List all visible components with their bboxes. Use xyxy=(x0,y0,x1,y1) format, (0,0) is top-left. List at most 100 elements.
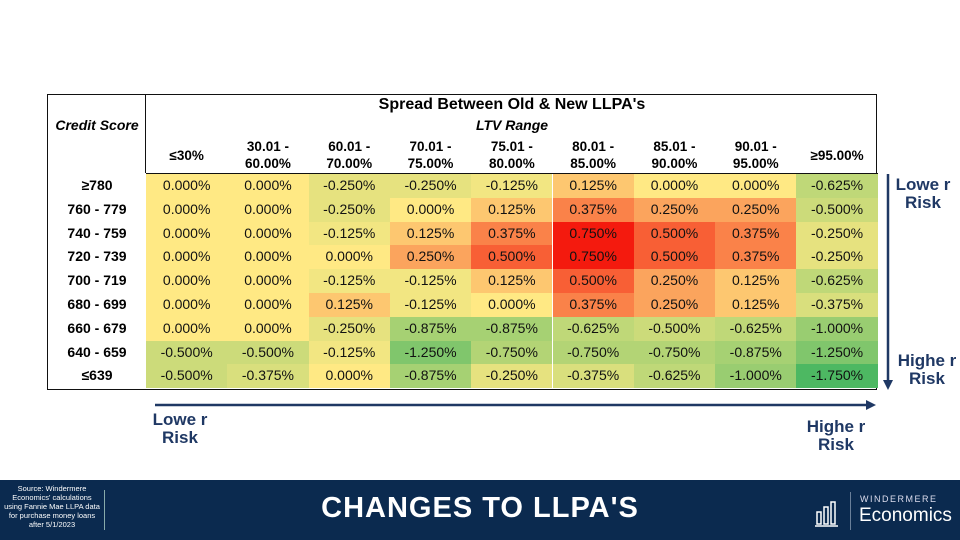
heatmap-cell: 0.000% xyxy=(146,221,228,246)
heatmap-cell: -0.625% xyxy=(796,174,878,198)
column-header: 70.01 -75.00% xyxy=(407,139,454,171)
heatmap-cell: -1.250% xyxy=(796,340,878,365)
footer-bar: Source: Windermere Economics' calculatio… xyxy=(0,480,960,540)
brand-top: WINDERMERE xyxy=(860,494,938,504)
heatmap-cell: 0.375% xyxy=(471,221,553,246)
heatmap-cell: 0.125% xyxy=(308,293,390,317)
heatmap-cell: -0.250% xyxy=(471,364,553,389)
heatmap-cell: 0.000% xyxy=(146,174,228,198)
heatmap-cell: -0.875% xyxy=(389,364,472,389)
horizontal-arrow-head xyxy=(866,400,876,410)
corner-cell xyxy=(48,95,146,173)
heatmap-cell: 0.000% xyxy=(227,245,309,270)
heatmap-cell: -0.875% xyxy=(715,340,797,365)
heatmap-cell: 0.000% xyxy=(389,197,472,222)
row-header: 760 - 779 xyxy=(67,200,127,217)
heatmap-cell: 0.250% xyxy=(633,293,716,317)
heatmap-cell: 0.375% xyxy=(715,221,797,246)
header-divider xyxy=(146,173,878,174)
column-header: 85.01 -90.00% xyxy=(651,139,698,171)
column-header: 90.01 -95.00% xyxy=(732,139,779,171)
chart-title: Spread Between Old & New LLPA's xyxy=(378,96,646,113)
heatmap-cell: 0.250% xyxy=(633,197,716,222)
heatmap-cell: -0.125% xyxy=(308,221,390,246)
lower-risk-label-vertical: Lowe r Risk xyxy=(895,175,951,212)
heatmap-cell: -0.375% xyxy=(552,364,634,389)
slide-title: CHANGES TO LLPA'S xyxy=(321,492,639,524)
heatmap-cell: -0.375% xyxy=(796,293,878,317)
heatmap-cell: 0.750% xyxy=(552,221,634,246)
column-header: 30.01 -60.00% xyxy=(245,139,291,171)
heatmap-cell: 0.000% xyxy=(227,174,309,198)
heatmap-cell: 0.250% xyxy=(633,269,716,293)
heatmap-cell: 0.000% xyxy=(146,197,228,222)
bar-chart-logo-icon xyxy=(815,501,838,527)
lower-risk-label-horizontal: Lowe r Risk xyxy=(152,410,208,447)
heatmap-cell: 0.500% xyxy=(633,221,716,246)
higher-risk-label-horizontal: Highe r Risk xyxy=(806,417,866,454)
heatmap-cell: 0.250% xyxy=(389,245,472,270)
heatmap-cell: -0.500% xyxy=(146,340,228,365)
source-note: Source: Windermere Economics' calculatio… xyxy=(4,484,100,529)
column-header: 75.01 -80.00% xyxy=(488,139,535,171)
higher-risk-label-vertical: Highe r Risk xyxy=(897,351,957,388)
heatmap-cell: -0.875% xyxy=(471,316,553,341)
column-header: ≤30% xyxy=(169,147,204,163)
heatmap-cell: -0.500% xyxy=(633,316,716,341)
risk-arrows xyxy=(155,174,893,410)
heatmap-cell: -0.500% xyxy=(796,197,878,222)
heatmap-cell: -0.750% xyxy=(633,340,716,365)
heatmap-cell: -0.125% xyxy=(308,269,390,293)
column-header: 80.01 -85.00% xyxy=(570,139,617,171)
heatmap-cell: -1.000% xyxy=(715,364,797,389)
heatmap-cell: 0.750% xyxy=(552,245,634,270)
heatmap-cell: 0.375% xyxy=(552,293,634,317)
heatmap-cell: 0.000% xyxy=(146,245,228,270)
row-header: 640 - 659 xyxy=(67,343,127,360)
row-header: 700 - 719 xyxy=(67,272,127,289)
brand-bottom: Economics xyxy=(859,505,952,526)
heatmap-cell: 0.375% xyxy=(715,245,797,270)
heatmap-cell: -1.000% xyxy=(796,316,878,341)
heatmap-cell: -0.250% xyxy=(796,245,878,270)
heatmap-cell: 0.000% xyxy=(227,293,309,317)
heatmap-cell: -0.250% xyxy=(308,316,390,341)
heatmap-cell: -1.750% xyxy=(796,364,878,389)
heatmap-cell: 0.000% xyxy=(308,364,390,389)
row-header: 720 - 739 xyxy=(67,248,127,265)
row-axis-label: Credit Score xyxy=(55,117,139,133)
heatmap-cell: 0.000% xyxy=(146,316,228,341)
heatmap-cell: -0.125% xyxy=(308,340,390,365)
heatmap-cell: -0.625% xyxy=(715,316,797,341)
heatmap-cell: 0.125% xyxy=(471,197,553,222)
heatmap-cell: 0.125% xyxy=(471,269,553,293)
heatmap-cell: -0.875% xyxy=(389,316,472,341)
heatmap-cell: -0.250% xyxy=(308,174,390,198)
vertical-arrow-head xyxy=(883,380,893,390)
heatmap-cell: 0.250% xyxy=(715,197,797,222)
logo-divider xyxy=(850,492,851,530)
row-header: ≥780 xyxy=(81,177,113,193)
row-header: ≤639 xyxy=(81,367,113,384)
heatmap-cell: -0.125% xyxy=(389,293,472,317)
row-header: 740 - 759 xyxy=(67,224,127,241)
heatmap-cell: -1.250% xyxy=(389,340,472,365)
source-divider xyxy=(104,490,105,530)
heatmap-cell: -0.625% xyxy=(633,364,716,389)
heatmap-cell: -0.750% xyxy=(552,340,634,365)
heatmap-cell: 0.000% xyxy=(308,245,390,270)
heatmap-cell: 0.000% xyxy=(227,197,309,222)
heatmap-cell: -0.125% xyxy=(389,269,472,293)
heatmap-cell: 0.125% xyxy=(715,269,797,293)
heatmap-cell: 0.000% xyxy=(633,174,716,198)
row-header: 660 - 679 xyxy=(67,319,127,336)
heatmap-cell: 0.000% xyxy=(146,293,228,317)
heatmap-cell: 0.500% xyxy=(633,245,716,270)
heatmap-cell: -0.250% xyxy=(389,174,472,198)
heatmap-cell: -0.500% xyxy=(227,340,309,365)
heatmap-cell: 0.125% xyxy=(389,221,472,246)
heatmap-cell: -0.250% xyxy=(796,221,878,246)
heatmap-cell: -0.750% xyxy=(471,340,553,365)
heatmap-cell: -0.125% xyxy=(471,174,553,198)
column-axis-label: LTV Range xyxy=(475,117,549,133)
